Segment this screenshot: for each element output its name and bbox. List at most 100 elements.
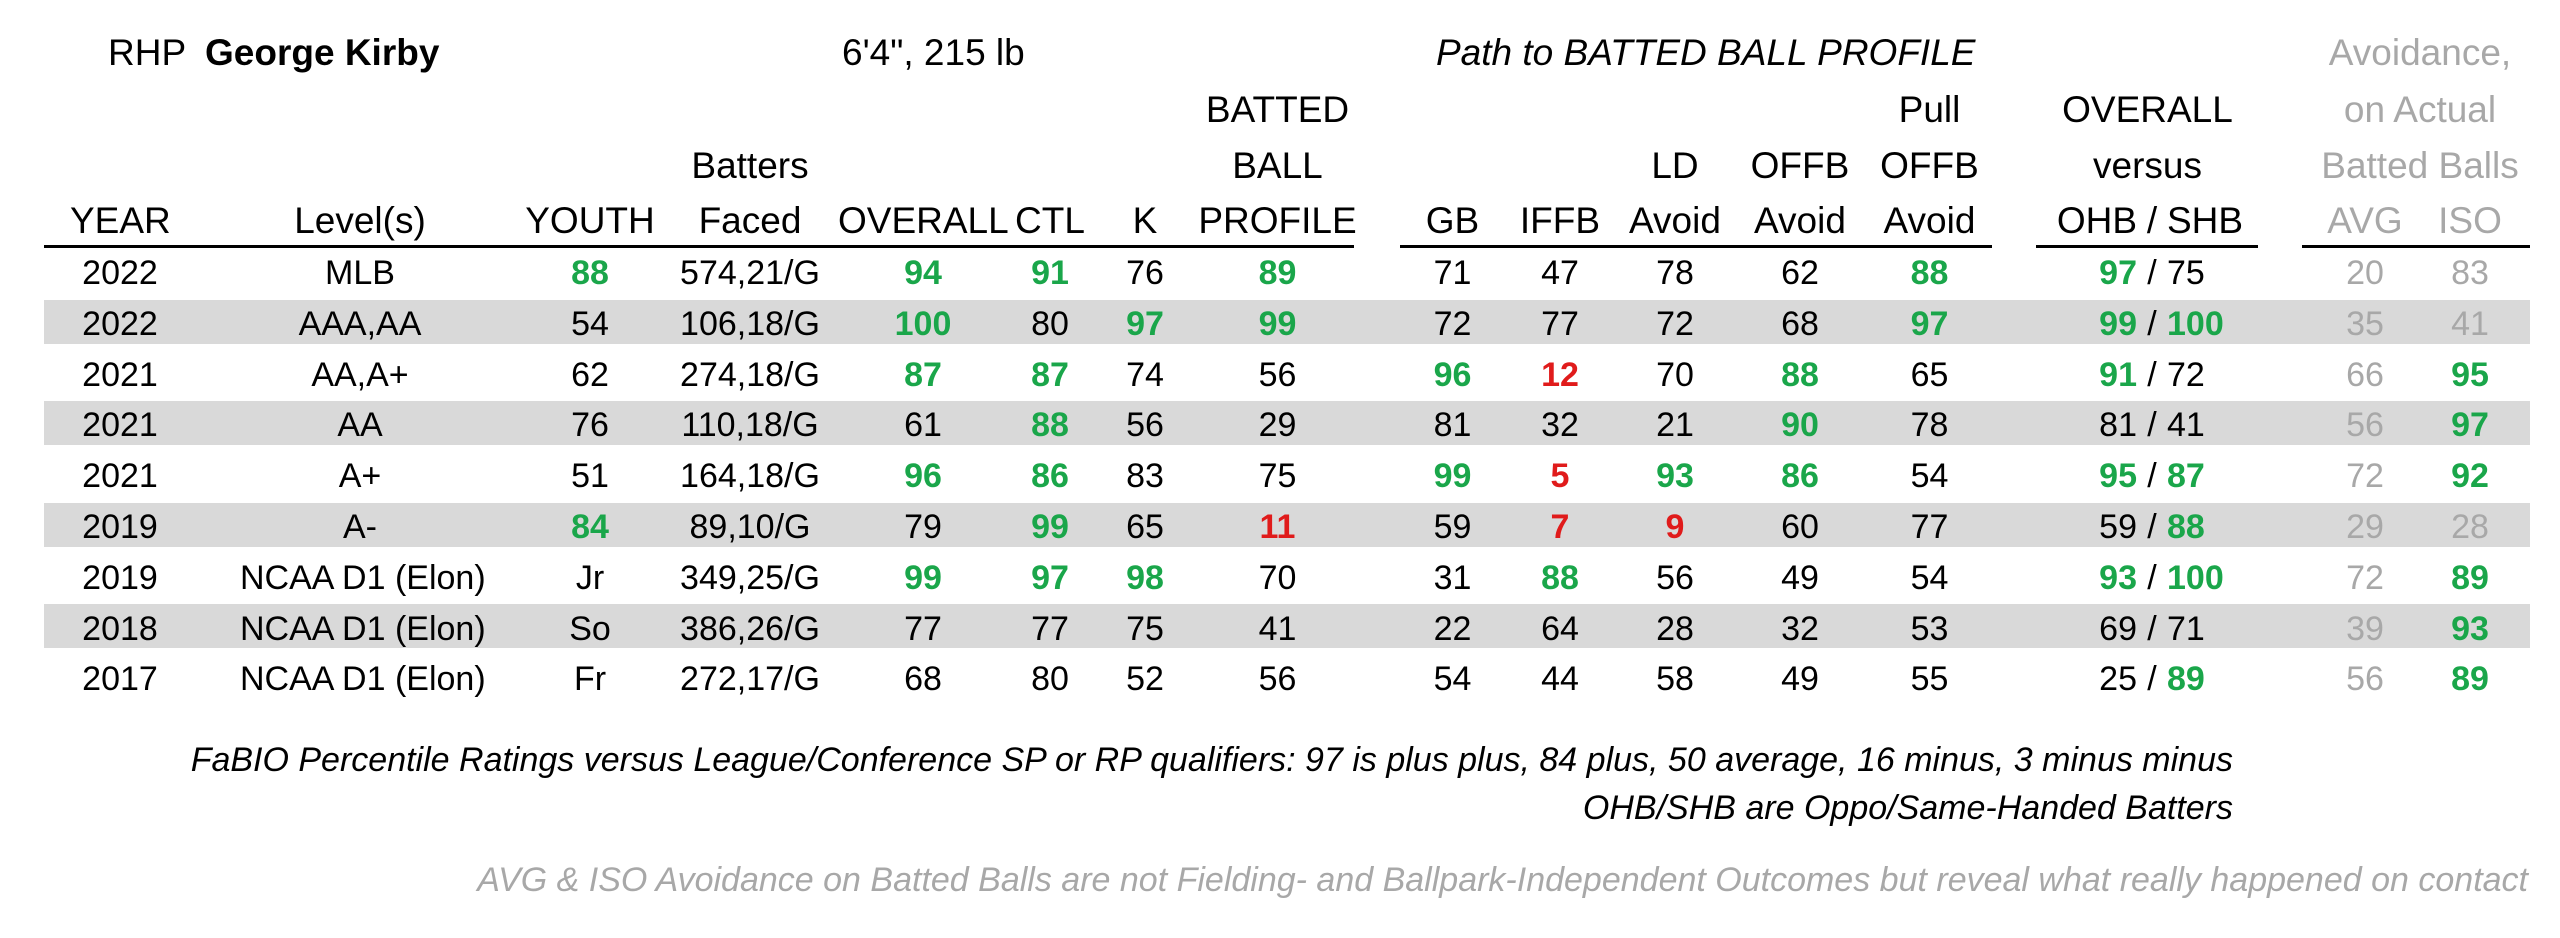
cell-offb: 86 <box>1781 457 1819 495</box>
col-pull-line3: Avoid <box>1883 200 1976 241</box>
cell-shb: 87 <box>2167 457 2205 495</box>
cell-offb: 49 <box>1781 660 1819 698</box>
cell-ctl: 99 <box>1031 508 1069 546</box>
cell-bbp: 89 <box>1258 254 1297 292</box>
cell-year: 2019 <box>82 559 158 597</box>
cell-avg: 29 <box>2346 508 2384 546</box>
cell-youth: 88 <box>571 254 609 292</box>
col-iso: ISO <box>2438 200 2502 241</box>
cell-ld: 56 <box>1656 559 1694 597</box>
cell-iso: 89 <box>2451 660 2489 698</box>
cell-ctl: 91 <box>1031 254 1069 292</box>
col-overall-versus-line2: versus <box>2093 145 2202 186</box>
cell-k: 83 <box>1126 457 1164 495</box>
cell-k: 74 <box>1126 356 1164 394</box>
cell-ctl: 88 <box>1031 406 1069 444</box>
avoidance-title-line1: Avoidance, <box>2328 32 2512 73</box>
cell-gb: 72 <box>1433 305 1472 343</box>
avoidance-title-line3: Batted Balls <box>2321 145 2519 186</box>
cell-slash: / <box>2147 254 2157 292</box>
cell-gb: 96 <box>1433 356 1472 394</box>
cell-offb: 62 <box>1781 254 1819 292</box>
cell-iso: 93 <box>2451 610 2489 648</box>
path-title: Path to BATTED BALL PROFILE <box>1436 32 1976 73</box>
cell-youth: Jr <box>575 559 605 597</box>
cell-year: 2021 <box>82 356 158 394</box>
cell-bbp: 41 <box>1258 610 1297 648</box>
cell-overall: 68 <box>904 660 942 698</box>
cell-bf: 106,18/G <box>680 305 820 343</box>
cell-iffb: 64 <box>1541 610 1579 648</box>
cell-level: NCAA D1 (Elon) <box>240 610 486 648</box>
cell-ohb: 97 <box>2099 254 2137 292</box>
cell-youth: 76 <box>571 406 609 444</box>
cell-level: A- <box>343 508 377 546</box>
cell-gb: 54 <box>1433 660 1472 698</box>
avoidance-title-line2: on Actual <box>2343 89 2497 130</box>
cell-offb: 32 <box>1781 610 1819 648</box>
col-overall-versus-line1: OVERALL <box>2062 89 2233 130</box>
cell-ld: 78 <box>1656 254 1694 292</box>
cell-pull: 97 <box>1910 305 1949 343</box>
cell-avg: 66 <box>2346 356 2384 394</box>
table-row: 2019 A- 84 89,10/G 79 99 65 11 59 7 9 60 77 59/88 29 28 <box>0 502 2560 553</box>
cell-ld: 58 <box>1656 660 1694 698</box>
cell-slash: / <box>2147 356 2157 394</box>
row-band-4 <box>44 401 2530 445</box>
cell-bf: 274,18/G <box>680 356 820 394</box>
cell-ld: 70 <box>1656 356 1694 394</box>
cell-slash: / <box>2147 660 2157 698</box>
cell-shb: 41 <box>2167 406 2205 444</box>
cell-ohb: 95 <box>2099 457 2137 495</box>
col-avg: AVG <box>2327 200 2403 241</box>
cell-ld: 21 <box>1656 406 1694 444</box>
row-band-8 <box>44 604 2530 648</box>
cell-overall: 99 <box>904 559 942 597</box>
cell-gb: 31 <box>1433 559 1472 597</box>
cell-bf: 164,18/G <box>680 457 820 495</box>
cell-bbp: 70 <box>1258 559 1297 597</box>
table-row: 2021 A+ 51 164,18/G 96 86 83 75 99 5 93 86 54 95 / 87 72… <box>0 451 2560 502</box>
table-row: 2021 AA,A+ 62 274,18/G 87 87 74 56 96 12 70 88 65 91 /… <box>0 350 2560 401</box>
cell-ohb: 91 <box>2099 356 2137 394</box>
col-youth: YOUTH <box>525 200 655 241</box>
cell-slash: / <box>2147 406 2157 444</box>
cell-iso: 83 <box>2451 254 2489 292</box>
col-batters-faced-line2: Faced <box>698 200 802 241</box>
cell-ohb: 99 <box>2099 305 2137 343</box>
header-rule-main <box>44 245 1354 248</box>
cell-pull: 54 <box>1910 559 1949 597</box>
table-row: 2021 AA 76 110,18/G 61 88 56 29 81 32 21 90 78 81 / 41 5… <box>0 400 2560 451</box>
cell-ohb: 69 <box>2099 610 2137 648</box>
cell-year: 2022 <box>82 254 158 292</box>
cell-bf: 386,26/G <box>680 610 820 648</box>
cell-pull: 65 <box>1910 356 1949 394</box>
cell-overall: 96 <box>904 457 942 495</box>
cell-level: NCAA D1 (Elon) <box>240 660 486 698</box>
cell-iso: 97 <box>2451 406 2489 444</box>
cell-year: 2021 <box>82 457 158 495</box>
table-row: 2017 NCAA D1 (Elon) Fr 272,17/G 68 80 52 56 54 44… <box>0 654 2560 705</box>
col-offb-line1: OFFB <box>1750 145 1850 186</box>
cell-ctl: 80 <box>1031 305 1069 343</box>
cell-year: 2018 <box>82 610 158 648</box>
row-band-6 <box>44 503 2530 547</box>
col-k: K <box>1132 200 1158 241</box>
cell-k: 65 <box>1126 508 1164 546</box>
table-row: 2018 NCAA D1 (Elon) So 386,26/G 77 77 75 41 22 64… <box>0 604 2560 655</box>
cell-ld: 72 <box>1656 305 1694 343</box>
col-year: YEAR <box>70 200 171 241</box>
cell-pull: 78 <box>1910 406 1949 444</box>
cell-shb: 75 <box>2167 254 2205 292</box>
row-band-2 <box>44 300 2530 344</box>
cell-k: 98 <box>1126 559 1164 597</box>
cell-iffb: 88 <box>1541 559 1579 597</box>
cell-iffb: 12 <box>1541 356 1579 394</box>
cell-ohb: 59 <box>2099 508 2137 546</box>
cell-ctl: 77 <box>1031 610 1069 648</box>
cell-slash: / <box>2147 305 2157 343</box>
cell-ohb: 81 <box>2099 406 2137 444</box>
cell-shb: 88 <box>2167 508 2205 546</box>
col-bbp-line3: PROFILE <box>1198 200 1357 241</box>
col-pull-line2: OFFB <box>1880 145 1979 186</box>
